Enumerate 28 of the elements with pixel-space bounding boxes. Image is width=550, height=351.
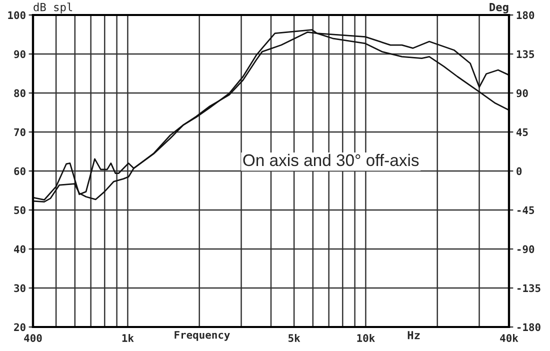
y2-tick-label: -90 [517,245,534,254]
text: Hz [408,331,420,340]
x-tick-label: 5k [288,334,300,342]
y-tick-label: 20 [14,323,26,332]
y2-tick-label: 45 [516,128,528,136]
y2-tick-label: 180 [516,11,534,20]
x-tick-label: 10k [357,334,375,342]
x-tick-label: 1k [122,334,134,342]
x-axis-title: Frequency [174,331,230,341]
x-tick-label: 40k [500,334,518,342]
y-tick-label: 80 [14,89,26,98]
y2-tick-label: -135 [517,284,540,292]
y-tick-label: 60 [14,167,26,176]
y-tick-label: 40 [14,245,26,254]
y2-tick-label: 90 [516,89,528,98]
y2-tick-label: -45 [517,206,534,214]
x-tick-label: 400 [24,334,42,342]
y2-tick-label: -180 [517,323,540,332]
y-tick-label: 50 [14,206,26,214]
annotation: On axis and 30° off-axis [243,154,419,166]
y2-tick-label: 0 [516,167,522,176]
y2-tick-label: 135 [516,50,534,58]
y-tick-label: 100 [8,11,26,20]
y-axis-title: dB spl [34,2,72,14]
y-tick-label: 30 [14,284,26,292]
y-tick-label: 90 [14,50,26,58]
y2-axis-title: Deg [490,3,508,14]
y-tick-label: 70 [14,128,26,136]
